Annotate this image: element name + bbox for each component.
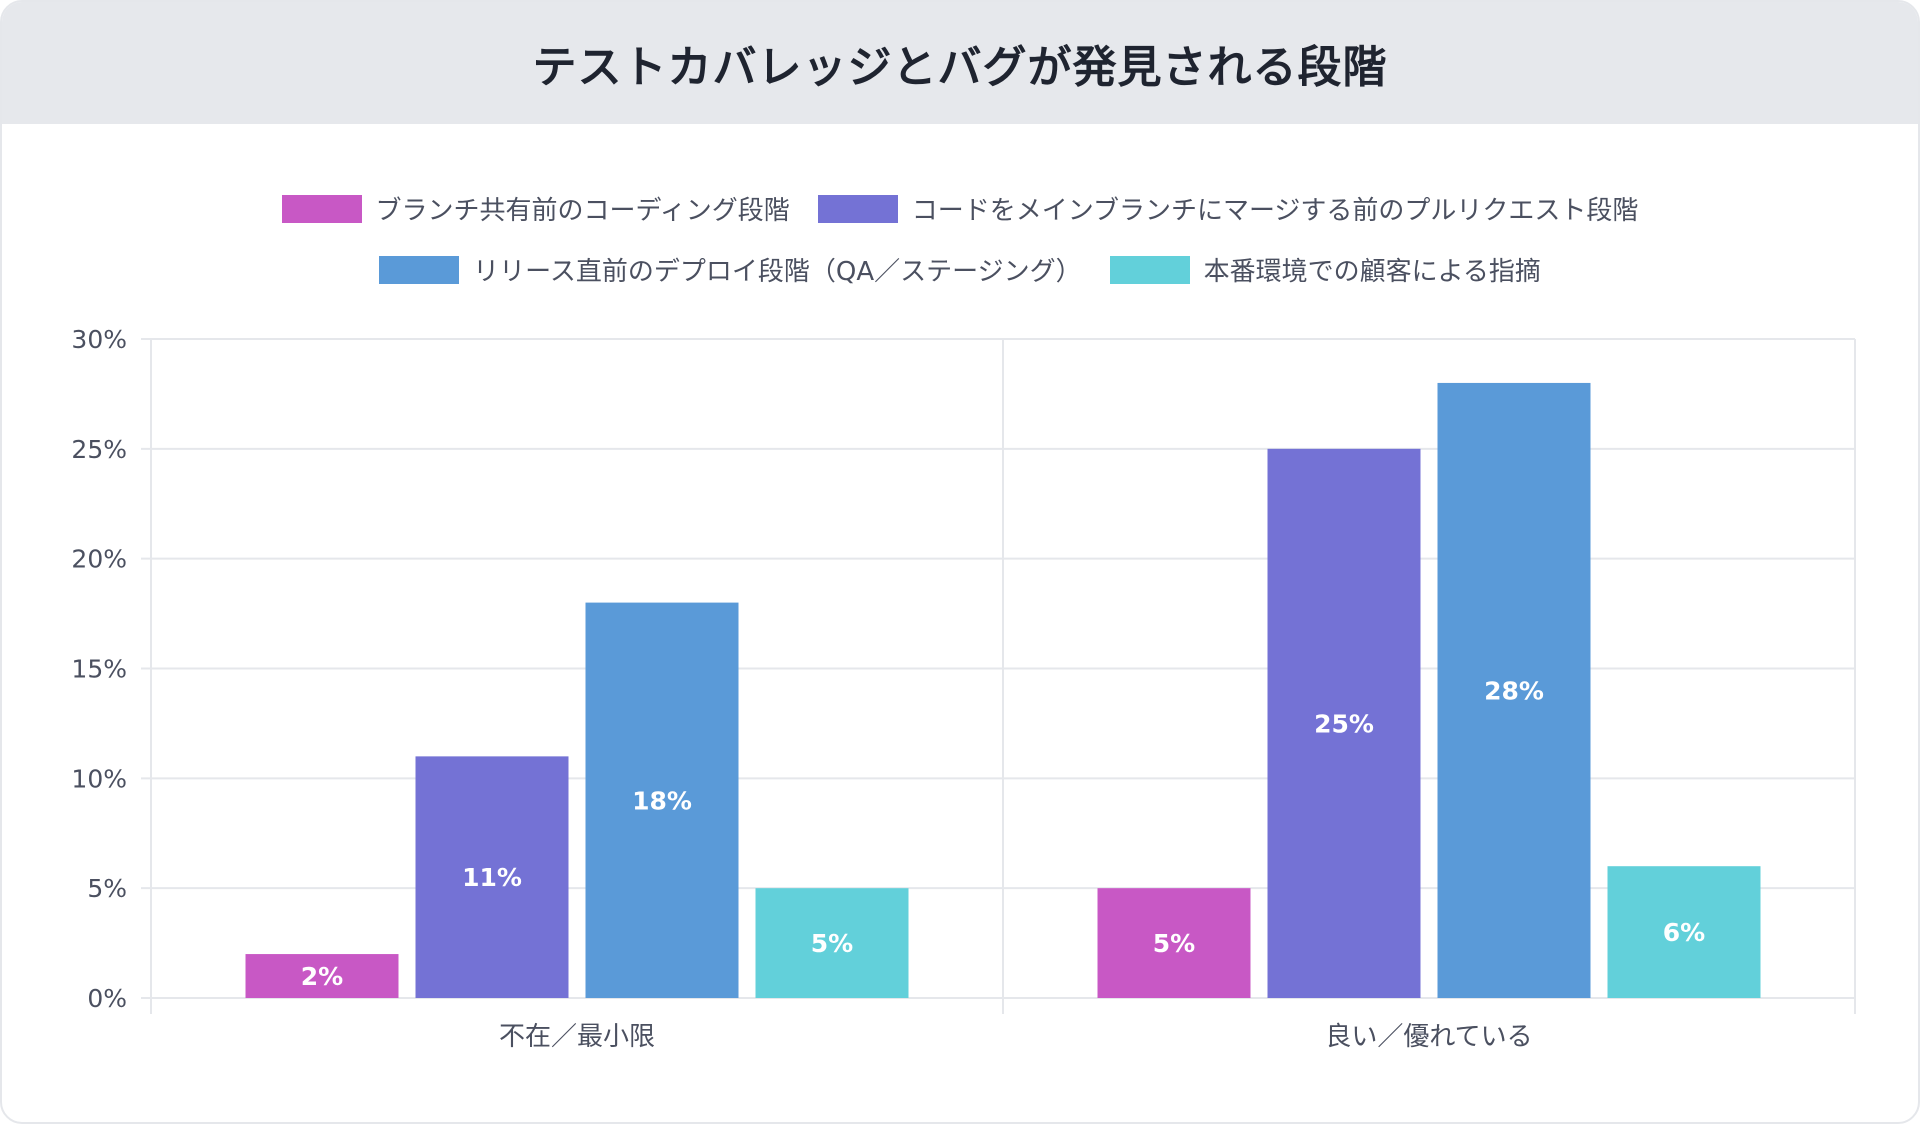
data-label: 6%: [1663, 918, 1705, 947]
y-tick-label: 30%: [71, 325, 127, 354]
legend-swatch: [1109, 255, 1190, 284]
data-label: 11%: [462, 863, 522, 892]
bar: [1267, 448, 1421, 998]
legend-item[interactable]: リリース直前のデプロイ段階（QA／ステージング）: [379, 251, 1082, 288]
data-label: 18%: [632, 786, 692, 815]
bar: [585, 602, 739, 998]
data-label: 5%: [1153, 929, 1195, 958]
bar: [1097, 888, 1251, 998]
legend-item[interactable]: コードをメインブランチにマージする前のプルリクエスト段階: [817, 190, 1639, 227]
data-label: 28%: [1484, 676, 1544, 705]
x-tick-label: 良い／優れている: [1325, 1022, 1532, 1052]
legend-swatch: [379, 255, 460, 284]
legend-row-2: リリース直前のデプロイ段階（QA／ステージング） 本番環境での顧客による指摘: [0, 251, 1920, 288]
bar: [415, 756, 569, 998]
legend-label: ブランチ共有前のコーディング段階: [375, 196, 790, 226]
bar: [1437, 382, 1591, 998]
data-label: 2%: [301, 962, 343, 991]
chart-header: テストカバレッジとバグが発見される段階: [2, 2, 1918, 124]
legend-label: 本番環境での顧客による指摘: [1203, 257, 1541, 287]
bar: [755, 888, 909, 998]
y-tick-label: 25%: [71, 435, 127, 464]
bar: [1607, 866, 1761, 998]
y-tick-label: 20%: [71, 545, 127, 574]
legend-label: リリース直前のデプロイ段階（QA／ステージング）: [473, 257, 1082, 287]
legend-swatch: [281, 194, 362, 223]
legend-row-1: ブランチ共有前のコーディング段階 コードをメインブランチにマージする前のプルリク…: [0, 190, 1920, 227]
y-tick-label: 15%: [71, 655, 127, 684]
y-tick-label: 0%: [87, 984, 127, 1013]
legend-item[interactable]: 本番環境での顧客による指摘: [1109, 251, 1541, 288]
legend-label: コードをメインブランチにマージする前のプルリクエスト段階: [911, 196, 1639, 226]
y-tick-label: 10%: [71, 764, 127, 793]
data-label: 5%: [811, 929, 853, 958]
legend-swatch: [817, 194, 898, 223]
legend-item[interactable]: ブランチ共有前のコーディング段階: [281, 190, 790, 227]
chart-title: テストカバレッジとバグが発見される段階: [532, 42, 1388, 93]
x-tick-label: 不在／最小限: [499, 1022, 655, 1052]
y-tick-label: 5%: [87, 874, 127, 903]
data-label: 25%: [1314, 709, 1374, 738]
bar: [245, 954, 399, 998]
